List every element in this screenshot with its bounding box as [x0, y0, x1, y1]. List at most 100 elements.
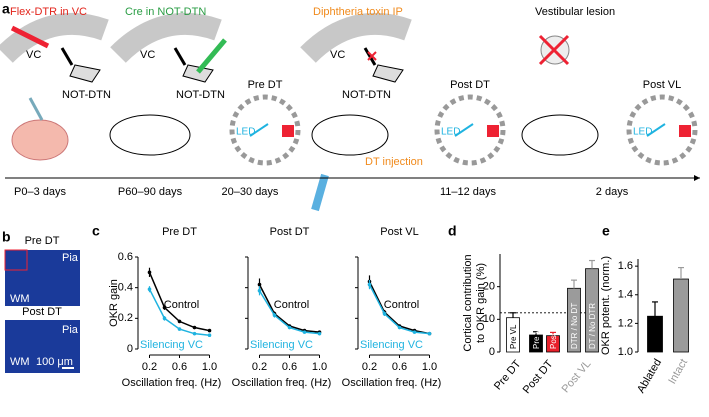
- stage-label: Pre DT: [248, 79, 283, 91]
- panel-label: c: [92, 223, 100, 239]
- data-point: [367, 282, 372, 287]
- image-label: WM: [10, 356, 30, 368]
- data-point: [257, 288, 262, 293]
- x-axis-label: Oscillation freq. (Hz): [342, 377, 442, 389]
- step-title: Diphtheria toxin IP: [313, 6, 403, 18]
- x-tick-label: 0.2: [252, 361, 267, 373]
- syringe: [10, 25, 50, 49]
- chart-title: Post VL: [380, 226, 419, 238]
- y-tick-label: 0.2: [118, 312, 133, 324]
- not-dtn: [372, 64, 404, 83]
- y-tick-label: 0: [489, 346, 495, 358]
- y-tick-label: 1.0: [618, 346, 633, 358]
- stage-label: Post VL: [643, 79, 682, 91]
- y-tick-label: 1.4: [618, 289, 633, 301]
- y-tick-label: 20: [483, 281, 495, 293]
- y-axis-label: OKR potent. (norm.): [600, 256, 612, 355]
- pup: [11, 119, 69, 161]
- x-tick-label: 1.0: [422, 361, 437, 373]
- data-point: [192, 331, 197, 336]
- x-tick-label: 0.6: [172, 361, 187, 373]
- led-label: LED: [441, 127, 460, 138]
- image-title: Pre DT: [25, 235, 60, 247]
- setup: [229, 94, 301, 166]
- y-tick-label: 0: [127, 343, 133, 355]
- x-tick-label: 1.0: [312, 361, 327, 373]
- led-light: [249, 123, 269, 137]
- bar-label: DTR / No DT: [570, 303, 579, 349]
- led-light: [646, 123, 666, 137]
- projection: [173, 47, 187, 66]
- panel-label: d: [448, 223, 457, 239]
- histology-image: [5, 320, 80, 373]
- cortex: [300, 12, 412, 63]
- led-label: LED: [633, 127, 652, 138]
- scale-label: 100 μm: [36, 356, 73, 368]
- mouse: [311, 114, 389, 156]
- image-label: WM: [10, 293, 30, 305]
- panel-label: a: [2, 1, 10, 17]
- group-label: Post VL: [560, 358, 594, 395]
- x-tick-label: Ablated: [635, 357, 664, 395]
- led-device: [282, 125, 294, 137]
- cortex: [110, 12, 222, 63]
- mouse: [521, 114, 599, 156]
- not-dtn: [69, 64, 101, 83]
- data-point: [272, 313, 277, 318]
- data-point: [427, 331, 432, 336]
- image-label: Pia: [62, 252, 79, 264]
- timeline-label: P60–90 days: [118, 186, 183, 198]
- data-point: [287, 325, 292, 330]
- data-point: [147, 287, 152, 292]
- histology-image: [5, 250, 80, 306]
- y-tick-label: 0.6: [118, 251, 133, 263]
- timeline-label: 20–30 days: [222, 186, 279, 198]
- x-tick-label: 1.0: [202, 361, 217, 373]
- data-point: [162, 305, 167, 310]
- y-tick-label: 1.6: [618, 260, 633, 272]
- led-light: [454, 123, 474, 137]
- y-tick-label: 1.2: [618, 317, 633, 329]
- group-label: Pre DT: [492, 358, 524, 393]
- x-tick-label: 0.6: [392, 361, 407, 373]
- data-point: [192, 325, 197, 330]
- projection: [60, 47, 74, 66]
- timeline-label: 11–12 days: [440, 186, 497, 198]
- series-label: Control: [384, 299, 419, 311]
- data-point: [412, 330, 417, 334]
- lesion-mark: [538, 34, 570, 66]
- arrowhead: [694, 175, 700, 181]
- not-dtn-label: NOT-DTN: [342, 89, 391, 101]
- timeline-label: 2 days: [596, 186, 629, 198]
- mouse: [109, 114, 191, 156]
- not-dtn-label: NOT-DTN: [62, 89, 111, 101]
- series-label: Control: [164, 299, 199, 311]
- data-point: [147, 270, 152, 275]
- cortex: [0, 12, 109, 63]
- panel-label: e: [602, 223, 610, 239]
- series-label: Silencing VC: [360, 339, 423, 351]
- bar: [673, 278, 689, 353]
- syringe: [28, 97, 44, 121]
- bar-label: Pre VL: [532, 324, 541, 349]
- vc-label: VC: [26, 49, 41, 61]
- y-axis-label: OKR gain: [108, 279, 120, 327]
- bar-label: Post VL: [549, 320, 558, 349]
- setup: [626, 94, 698, 166]
- diagram-a: [0, 12, 700, 212]
- panel-label: b: [2, 229, 11, 245]
- stage-label: Post DT: [450, 79, 490, 91]
- led-device: [487, 125, 499, 137]
- image-label: Pia: [62, 324, 79, 336]
- data-point: [382, 311, 387, 316]
- syringe: [196, 38, 227, 74]
- setup: [434, 94, 506, 166]
- data-point: [207, 333, 212, 338]
- y-axis-label: to OKR gain (%): [475, 263, 487, 343]
- x-axis-label: Oscillation freq. (Hz): [232, 377, 332, 389]
- not-dtn: [182, 64, 214, 83]
- bar-label: Pre VL: [509, 324, 518, 349]
- data-point: [397, 325, 402, 330]
- chart-title: Post DT: [270, 226, 310, 238]
- data-point: [207, 328, 212, 333]
